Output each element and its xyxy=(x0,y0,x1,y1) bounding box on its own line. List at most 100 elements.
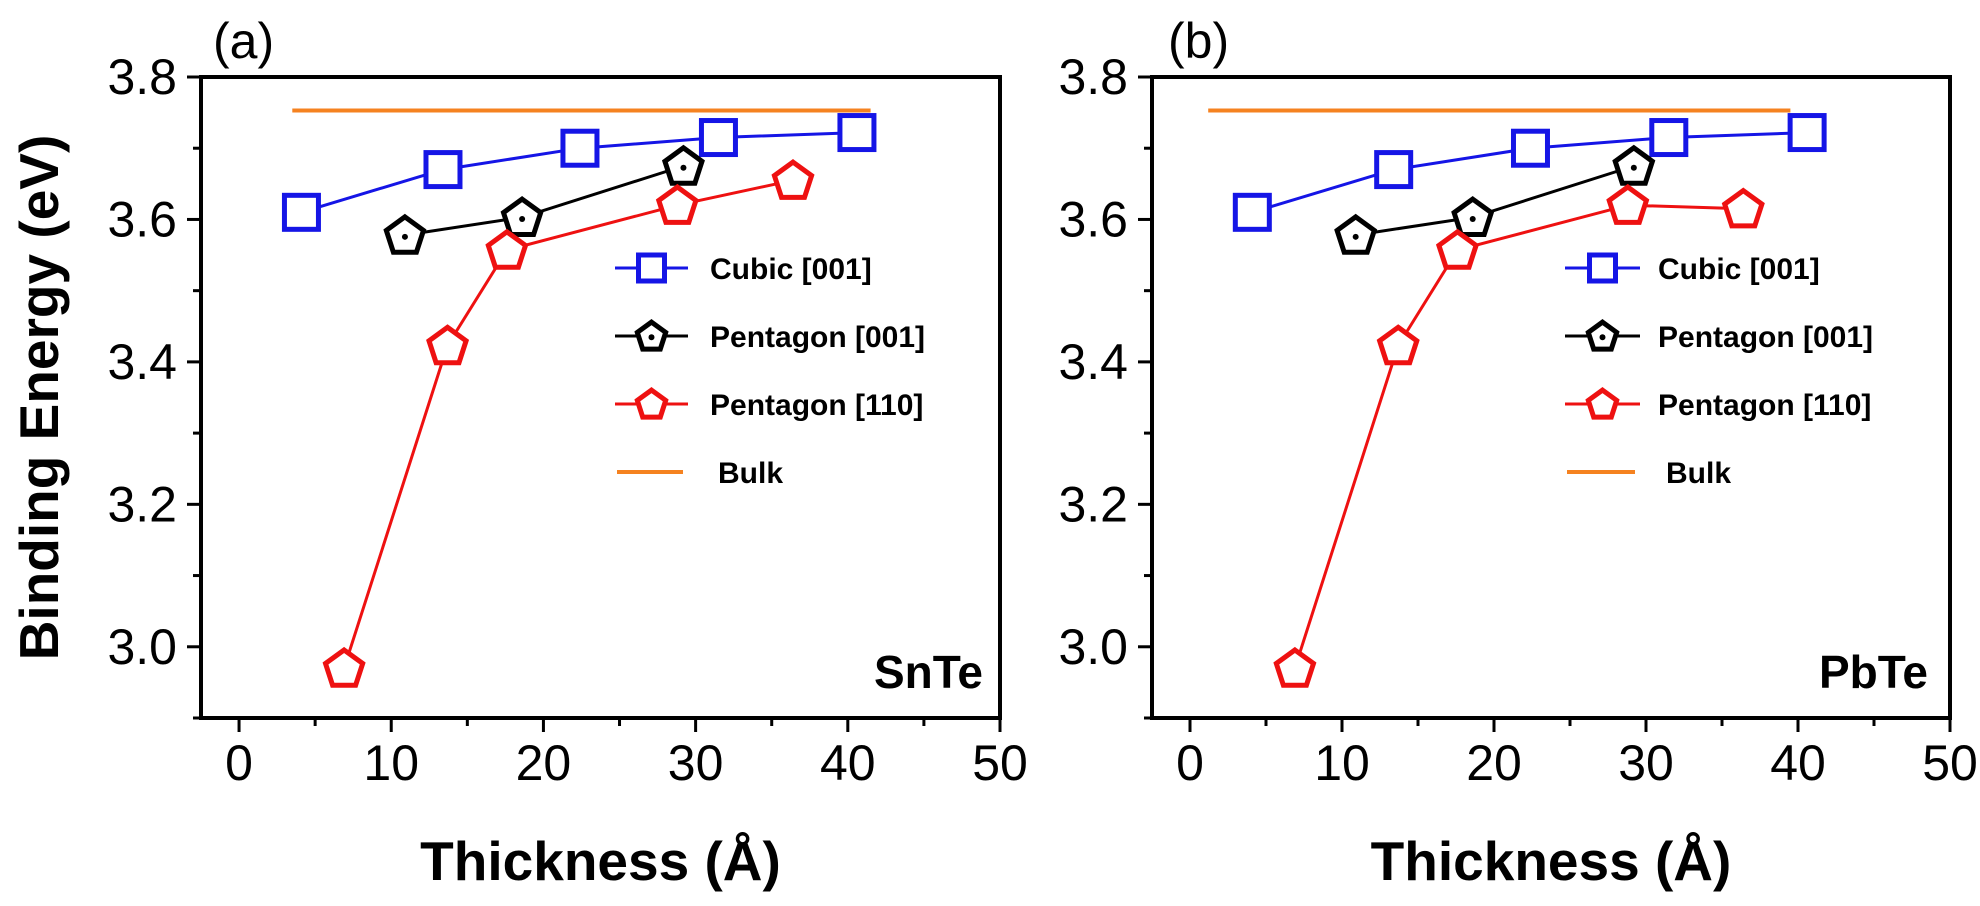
legend-label: Pentagon [110] xyxy=(710,389,923,422)
legend-label: Pentagon [001] xyxy=(1658,321,1873,354)
x-tick-label: 40 xyxy=(820,735,876,791)
pentagon-marker xyxy=(1585,387,1620,420)
legend: Cubic [001] Pentagon [001] Pentagon [110] B… xyxy=(1565,252,1873,490)
data-point xyxy=(1232,192,1272,232)
legend-label: Bulk xyxy=(1666,457,1731,490)
legend-marker xyxy=(636,252,667,284)
x-tick-label: 20 xyxy=(516,735,572,791)
data-point xyxy=(655,183,699,225)
data-point xyxy=(1273,646,1317,688)
data-point xyxy=(485,228,529,270)
legend-item: Pentagon [001] xyxy=(615,319,925,354)
legend-marker xyxy=(634,387,669,420)
data-point xyxy=(837,113,877,153)
center-dot xyxy=(1630,164,1637,171)
square-marker xyxy=(1787,113,1827,153)
data-point xyxy=(1374,150,1414,190)
pentagon-marker xyxy=(655,183,699,225)
material-label: PbTe xyxy=(1819,646,1928,698)
data-point xyxy=(383,213,427,255)
legend-marker xyxy=(634,319,669,352)
center-dot xyxy=(401,233,408,240)
square-marker xyxy=(281,192,321,232)
center-dot xyxy=(1469,216,1476,223)
square-marker xyxy=(560,128,600,168)
data-point xyxy=(322,646,366,688)
x-tick-label: 20 xyxy=(1466,735,1522,791)
y-tick-label: 3.4 xyxy=(1058,334,1128,390)
legend-label: Cubic [001] xyxy=(710,253,872,286)
y-tick-label: 3.4 xyxy=(107,334,177,390)
center-dot xyxy=(648,334,655,341)
pentagon-marker xyxy=(1435,228,1480,270)
data-point xyxy=(1510,128,1550,168)
data-point xyxy=(1435,228,1480,270)
legend-item: Bulk xyxy=(617,457,783,490)
series-pentagon-110 xyxy=(322,159,815,688)
legend-label: Pentagon [001] xyxy=(710,321,925,354)
square-marker xyxy=(636,252,667,284)
legend-label: Cubic [001] xyxy=(1658,253,1820,286)
x-tick-label: 50 xyxy=(972,735,1028,791)
y-tick-label: 3.6 xyxy=(107,191,177,247)
y-tick-label: 3.8 xyxy=(107,49,177,105)
data-point xyxy=(1451,196,1495,237)
data-point xyxy=(500,196,544,237)
series-pentagon-001 xyxy=(1334,144,1656,255)
data-point xyxy=(281,192,321,232)
x-tick-label: 40 xyxy=(1770,735,1826,791)
data-point xyxy=(771,159,815,200)
y-tick-label: 3.2 xyxy=(107,476,177,532)
pentagon-marker xyxy=(426,324,470,366)
y-axis: 3.0 3.2 3.4 3.6 3.8 xyxy=(1058,49,1152,720)
data-point xyxy=(560,128,600,168)
x-tick-label: 50 xyxy=(1922,735,1978,791)
y-tick-label: 3.2 xyxy=(1058,476,1128,532)
center-dot xyxy=(519,216,526,223)
legend-marker xyxy=(1585,387,1620,420)
x-axis: 0 10 20 30 40 50 xyxy=(1176,718,1978,791)
legend-item: Pentagon [110] xyxy=(1565,387,1871,422)
pentagon-marker xyxy=(1606,183,1650,225)
series-cubic-001 xyxy=(281,113,877,232)
pentagon-marker xyxy=(322,646,366,688)
data-point xyxy=(1721,187,1765,229)
square-marker xyxy=(1510,128,1550,168)
legend-item: Pentagon [110] xyxy=(615,387,923,422)
square-marker xyxy=(837,113,877,153)
legend-item: Cubic [001] xyxy=(615,252,872,286)
pentagon-marker xyxy=(1273,646,1317,688)
y-tick-label: 3.8 xyxy=(1058,49,1128,105)
square-marker xyxy=(1649,118,1689,158)
panel-label: (b) xyxy=(1168,13,1229,69)
plot-frame xyxy=(199,75,1002,720)
x-tick-label: 30 xyxy=(1618,735,1674,791)
pentagon-marker xyxy=(1376,324,1420,366)
chart-panel-a: 0 10 20 30 40 50 3.0 3.2 3.4 3.6 3.8 Thickness (Å) B… xyxy=(8,13,1028,892)
center-dot xyxy=(1599,334,1606,341)
x-axis-label: Thickness (Å) xyxy=(1371,830,1732,892)
x-tick-label: 30 xyxy=(668,735,724,791)
square-marker xyxy=(698,118,738,158)
data-point xyxy=(426,324,470,366)
y-tick-label: 3.6 xyxy=(1058,191,1128,247)
pentagon-marker xyxy=(771,159,815,200)
y-axis: 3.0 3.2 3.4 3.6 3.8 xyxy=(107,49,201,720)
y-tick-label: 3.0 xyxy=(107,619,177,675)
plot-frame xyxy=(1150,75,1952,720)
data-point xyxy=(423,150,463,190)
legend-label: Bulk xyxy=(718,457,783,490)
data-point xyxy=(661,144,705,186)
data-point xyxy=(1606,183,1650,225)
legend-marker xyxy=(1585,319,1620,352)
data-point xyxy=(1787,113,1827,153)
x-tick-label: 0 xyxy=(225,735,253,791)
legend-item: Pentagon [001] xyxy=(1565,319,1873,354)
x-tick-label: 0 xyxy=(1176,735,1204,791)
square-marker xyxy=(1374,150,1414,190)
center-dot xyxy=(680,164,687,171)
pentagon-marker xyxy=(634,387,669,420)
x-axis-label: Thickness (Å) xyxy=(420,830,781,892)
series-pentagon-110 xyxy=(1273,183,1765,688)
